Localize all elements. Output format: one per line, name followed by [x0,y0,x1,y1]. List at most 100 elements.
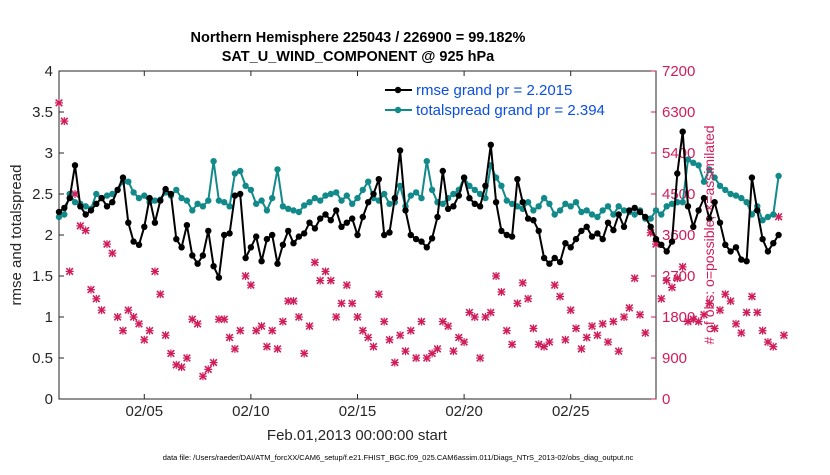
obs-point [620,313,629,321]
rmse-point [743,258,750,265]
rmse-point [407,231,414,239]
spread-point [482,194,489,202]
obs-point [444,322,453,331]
spread-point [210,158,217,165]
rmse-point [237,190,244,198]
spread-point [535,203,542,210]
rmse-point [647,223,654,230]
obs-point [636,310,645,319]
spread-point [189,207,196,214]
legend-rmse-marker [394,86,402,94]
obs-point [294,313,303,321]
obs-point [353,313,362,321]
rmse-point [301,230,308,237]
rmse-point [146,194,153,202]
y-left-tick-label: 1 [45,309,53,326]
rmse-point [524,215,532,222]
rmse-point [471,200,478,207]
rmse-point [508,233,516,240]
obs-point [364,333,373,342]
rmse-point [583,223,590,230]
rmse-point [642,213,649,221]
obs-point [667,283,676,292]
spread-point [173,186,180,194]
spread-line [58,158,780,222]
obs-point [230,344,239,353]
obs-point [113,313,122,321]
spread-point [349,200,356,207]
obs-point [705,299,714,308]
obs-point [412,354,421,362]
spread-point [658,211,665,218]
rmse-point [290,240,297,247]
obs-point [385,335,394,344]
obs-point [92,294,101,303]
spread-point [247,186,255,194]
obs-point [673,274,682,283]
spread-point [599,207,606,214]
rmse-point [322,211,329,218]
rmse-point [514,176,521,183]
rmse-point [263,235,271,243]
rmse-point [61,204,68,212]
spread-point [135,194,143,202]
y-left-tick-label: 2 [45,227,53,244]
y-axis-left-label: rmse and totalspread [8,165,25,306]
y-left-tick-label: 0 [45,391,53,408]
rmse-point [706,215,713,222]
spread-point [652,207,660,214]
rmse-point [274,260,281,267]
spread-point [508,200,516,207]
spread-point [242,182,249,189]
y-right-tick-label: 900 [662,350,687,367]
obs-point [609,317,618,326]
rmse-point [141,223,148,230]
rmse-point [700,194,708,202]
rmse-point [754,207,761,214]
rmse-point [562,240,569,247]
spread-point [615,203,622,210]
rmse-point [439,167,446,175]
rmse-point [610,226,617,234]
spread-point [285,205,292,212]
spread-point [327,190,334,198]
spread-point [258,197,265,204]
obs-point [337,299,346,308]
spread-point [716,182,724,189]
obs-point [630,274,639,283]
spread-point [540,194,548,202]
spread-point [690,159,697,166]
obs-point [81,226,90,235]
y-left-tick-label: 2.5 [32,186,53,203]
series-rmse [55,128,782,281]
obs-point [582,333,591,342]
spread-point [679,199,686,206]
obs-point [326,276,335,285]
spread-point [381,190,388,198]
rmse-point [269,231,276,239]
rmse-point [418,238,425,245]
obs-point [55,98,63,107]
rmse-point [130,238,137,245]
obs-point [625,303,634,312]
obs-point [97,306,106,315]
obs-point [779,331,788,340]
y-left-tick-label: 3 [45,145,53,162]
spread-point [567,203,574,210]
rmse-point [125,219,132,226]
obs-point [566,306,575,315]
obs-point [60,117,69,126]
spread-point [199,203,207,210]
rmse-point [343,219,350,226]
y-left-tick-label: 4 [45,63,53,80]
rmse-point [716,219,724,226]
rmse-point [162,185,169,193]
obs-point [118,326,127,335]
rmse-point [55,208,63,216]
rmse-point [476,203,484,210]
spread-point [620,207,628,214]
rmse-point [572,235,580,243]
rmse-point [396,147,404,154]
rmse-point [556,258,564,266]
obs-point [753,308,762,317]
